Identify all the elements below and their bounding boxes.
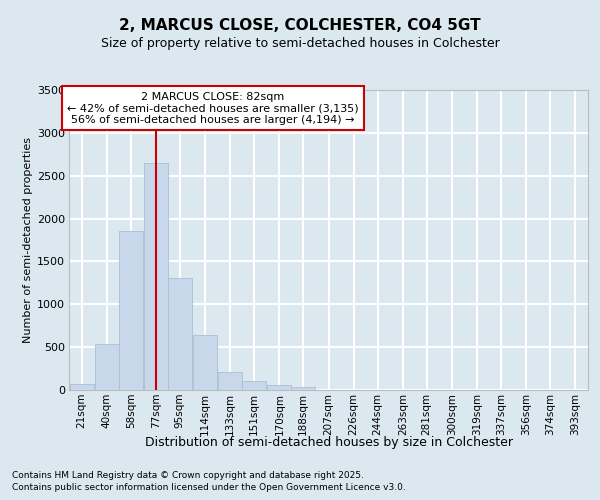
Bar xyxy=(70,384,94,390)
Text: Contains public sector information licensed under the Open Government Licence v3: Contains public sector information licen… xyxy=(12,483,406,492)
Text: 2 MARCUS CLOSE: 82sqm
← 42% of semi-detached houses are smaller (3,135)
56% of s: 2 MARCUS CLOSE: 82sqm ← 42% of semi-deta… xyxy=(67,92,359,125)
Text: Contains HM Land Registry data © Crown copyright and database right 2025.: Contains HM Land Registry data © Crown c… xyxy=(12,472,364,480)
Bar xyxy=(242,381,266,390)
Y-axis label: Number of semi-detached properties: Number of semi-detached properties xyxy=(23,137,32,343)
Text: 2, MARCUS CLOSE, COLCHESTER, CO4 5GT: 2, MARCUS CLOSE, COLCHESTER, CO4 5GT xyxy=(119,18,481,32)
Bar xyxy=(168,278,192,390)
Bar xyxy=(292,388,315,390)
Bar xyxy=(218,372,242,390)
Text: Distribution of semi-detached houses by size in Colchester: Distribution of semi-detached houses by … xyxy=(145,436,513,449)
Bar xyxy=(144,163,168,390)
Bar xyxy=(268,386,292,390)
Bar xyxy=(119,232,143,390)
Bar xyxy=(193,335,217,390)
Text: Size of property relative to semi-detached houses in Colchester: Size of property relative to semi-detach… xyxy=(101,38,499,51)
Bar xyxy=(95,344,119,390)
